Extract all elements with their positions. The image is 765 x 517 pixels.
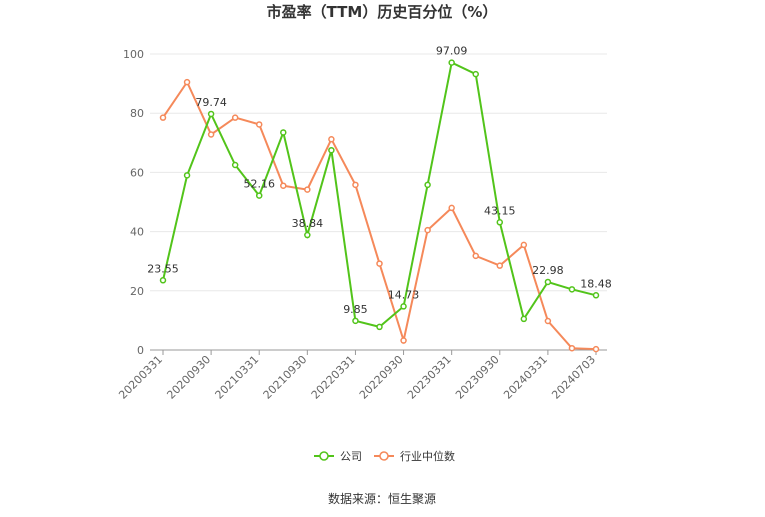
data-point	[400, 303, 407, 310]
data-point	[592, 292, 600, 299]
series-line	[162, 61, 597, 328]
data-label: 97.09	[436, 45, 468, 58]
data-point	[280, 129, 287, 136]
y-tick-label: 80	[130, 107, 144, 120]
x-tick-label: 20230930	[453, 353, 502, 402]
data-point	[520, 315, 528, 323]
data-point	[400, 337, 407, 344]
data-point	[352, 317, 359, 325]
data-point	[328, 146, 335, 154]
data-point	[376, 323, 383, 331]
data-point	[448, 59, 455, 66]
data-point	[231, 114, 239, 121]
y-axis: 0 20 40 60 80 100	[123, 48, 144, 357]
legend-marker	[379, 451, 389, 461]
data-labels: 23.55 79.74 52.16 38.84 9.85 14.73 97.09 43.15 2…	[147, 45, 612, 316]
data-label: 9.85	[343, 303, 368, 316]
data-point	[472, 70, 479, 78]
y-tick-label: 0	[137, 344, 144, 357]
legend-item: 公司	[314, 450, 362, 463]
data-label: 43.15	[484, 204, 516, 217]
y-tick-label: 100	[123, 48, 144, 61]
data-point	[255, 192, 263, 199]
data-point	[280, 182, 287, 189]
x-tick-label: 20240703	[549, 353, 598, 402]
series-lines	[162, 61, 597, 351]
source-note: 数据来源：恒生聚源	[328, 491, 436, 506]
data-label: 14.73	[388, 288, 420, 301]
x-tick-label: 20220331	[309, 353, 358, 402]
y-tick-label: 40	[130, 226, 144, 239]
data-point	[544, 317, 552, 325]
data-label: 79.74	[195, 96, 227, 109]
data-point	[496, 262, 504, 269]
grid-lines	[150, 53, 607, 292]
data-label: 52.16	[243, 178, 275, 191]
data-point	[304, 186, 311, 193]
data-point	[304, 231, 311, 239]
data-point	[183, 78, 191, 86]
x-tick-label: 20240331	[501, 353, 550, 402]
data-point	[255, 121, 263, 128]
data-point	[352, 181, 359, 189]
data-point	[207, 110, 215, 118]
data-label: 38.84	[292, 217, 324, 230]
x-tick-label: 20210930	[261, 353, 310, 402]
data-point	[520, 241, 528, 249]
x-tick-label: 20210331	[213, 353, 262, 402]
data-point	[568, 286, 576, 293]
series-points	[159, 59, 600, 353]
data-point	[448, 204, 455, 212]
data-point	[183, 172, 191, 179]
legend-marker	[319, 451, 329, 461]
y-tick-label: 20	[130, 285, 144, 298]
legend-label: 行业中位数	[400, 449, 455, 463]
data-point	[496, 219, 504, 226]
data-label: 22.98	[532, 264, 564, 277]
data-point	[159, 277, 167, 284]
data-point	[328, 135, 335, 143]
data-point	[207, 131, 215, 138]
data-label: 18.48	[580, 277, 612, 290]
data-point	[592, 345, 600, 353]
data-point	[376, 260, 383, 267]
x-axis: 20200331 20200930 20210331 20210930 20220331…	[116, 349, 607, 402]
x-tick-label: 20220930	[357, 353, 406, 402]
data-point	[568, 344, 576, 352]
x-tick-label: 20200331	[116, 353, 165, 402]
data-point	[231, 161, 239, 169]
data-point	[544, 278, 552, 286]
data-point	[424, 226, 431, 234]
legend-label: 公司	[340, 450, 362, 463]
x-tick-label: 20230331	[405, 353, 454, 402]
data-point	[472, 252, 479, 260]
x-tick-label: 20200930	[164, 353, 213, 402]
legend-item: 行业中位数	[374, 449, 455, 463]
y-tick-label: 60	[130, 166, 144, 179]
legend: 公司 行业中位数	[314, 449, 455, 463]
data-point	[424, 181, 431, 189]
data-label: 23.55	[147, 262, 179, 275]
chart-title: 市盈率（TTM）历史百分位（%）	[267, 3, 498, 21]
data-point	[159, 114, 167, 121]
